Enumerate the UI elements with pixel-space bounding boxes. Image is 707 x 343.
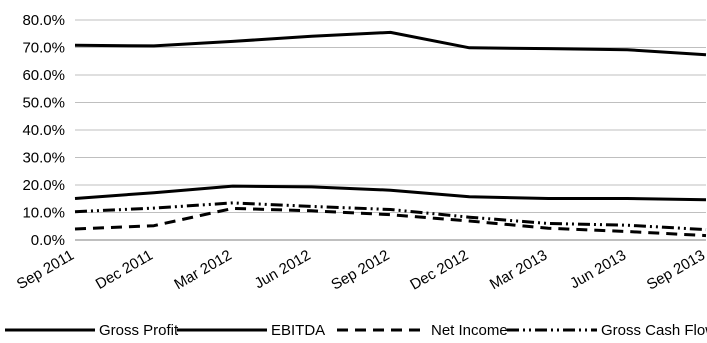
legend-label: EBITDA xyxy=(271,322,325,339)
legend-label: Gross Cash Flow xyxy=(601,322,707,339)
y-tick-label: 40.0% xyxy=(22,122,65,139)
y-tick-label: 50.0% xyxy=(22,95,65,112)
series-line-net-income xyxy=(74,206,707,238)
x-tick-label: Dec 2012 xyxy=(407,247,471,294)
x-axis-tick-labels: Sep 2011 Dec 2011 Mar 2012 Jun 2012 Sep 2012… xyxy=(14,247,707,294)
y-tick-label: 60.0% xyxy=(22,67,65,84)
series-line-ebitda xyxy=(74,184,707,202)
y-tick-label: 20.0% xyxy=(22,177,65,194)
y-tick-label: 0.0% xyxy=(31,232,65,249)
legend: Gross Profit EBITDA Net Income Gross Cash F… xyxy=(5,322,707,339)
series-line-gross-cash-flow xyxy=(74,201,707,232)
legend-label: Net Income xyxy=(431,322,508,339)
series-lines xyxy=(74,30,707,238)
x-tick-label: Mar 2012 xyxy=(171,247,234,293)
x-tick-label: Dec 2011 xyxy=(93,247,156,293)
x-tick-label: Jun 2013 xyxy=(567,247,629,293)
x-tick-label: Sep 2012 xyxy=(328,247,392,294)
legend-label: Gross Profit xyxy=(99,322,179,339)
x-tick-label: Jun 2012 xyxy=(252,247,314,293)
y-tick-label: 10.0% xyxy=(22,205,65,222)
x-tick-label: Mar 2013 xyxy=(487,247,550,293)
y-axis-tick-labels: 0.0% 10.0% 20.0% 30.0% 40.0% 50.0% 60.0% 70.0% 8… xyxy=(22,12,65,249)
x-tick-label: Sep 2011 xyxy=(14,247,77,293)
series-line-gross-profit xyxy=(74,30,707,57)
y-tick-label: 80.0% xyxy=(22,12,65,29)
y-tick-label: 30.0% xyxy=(22,150,65,167)
x-tick-label: Sep 2013 xyxy=(644,247,707,294)
y-tick-label: 70.0% xyxy=(22,40,65,57)
gridlines xyxy=(75,19,706,241)
